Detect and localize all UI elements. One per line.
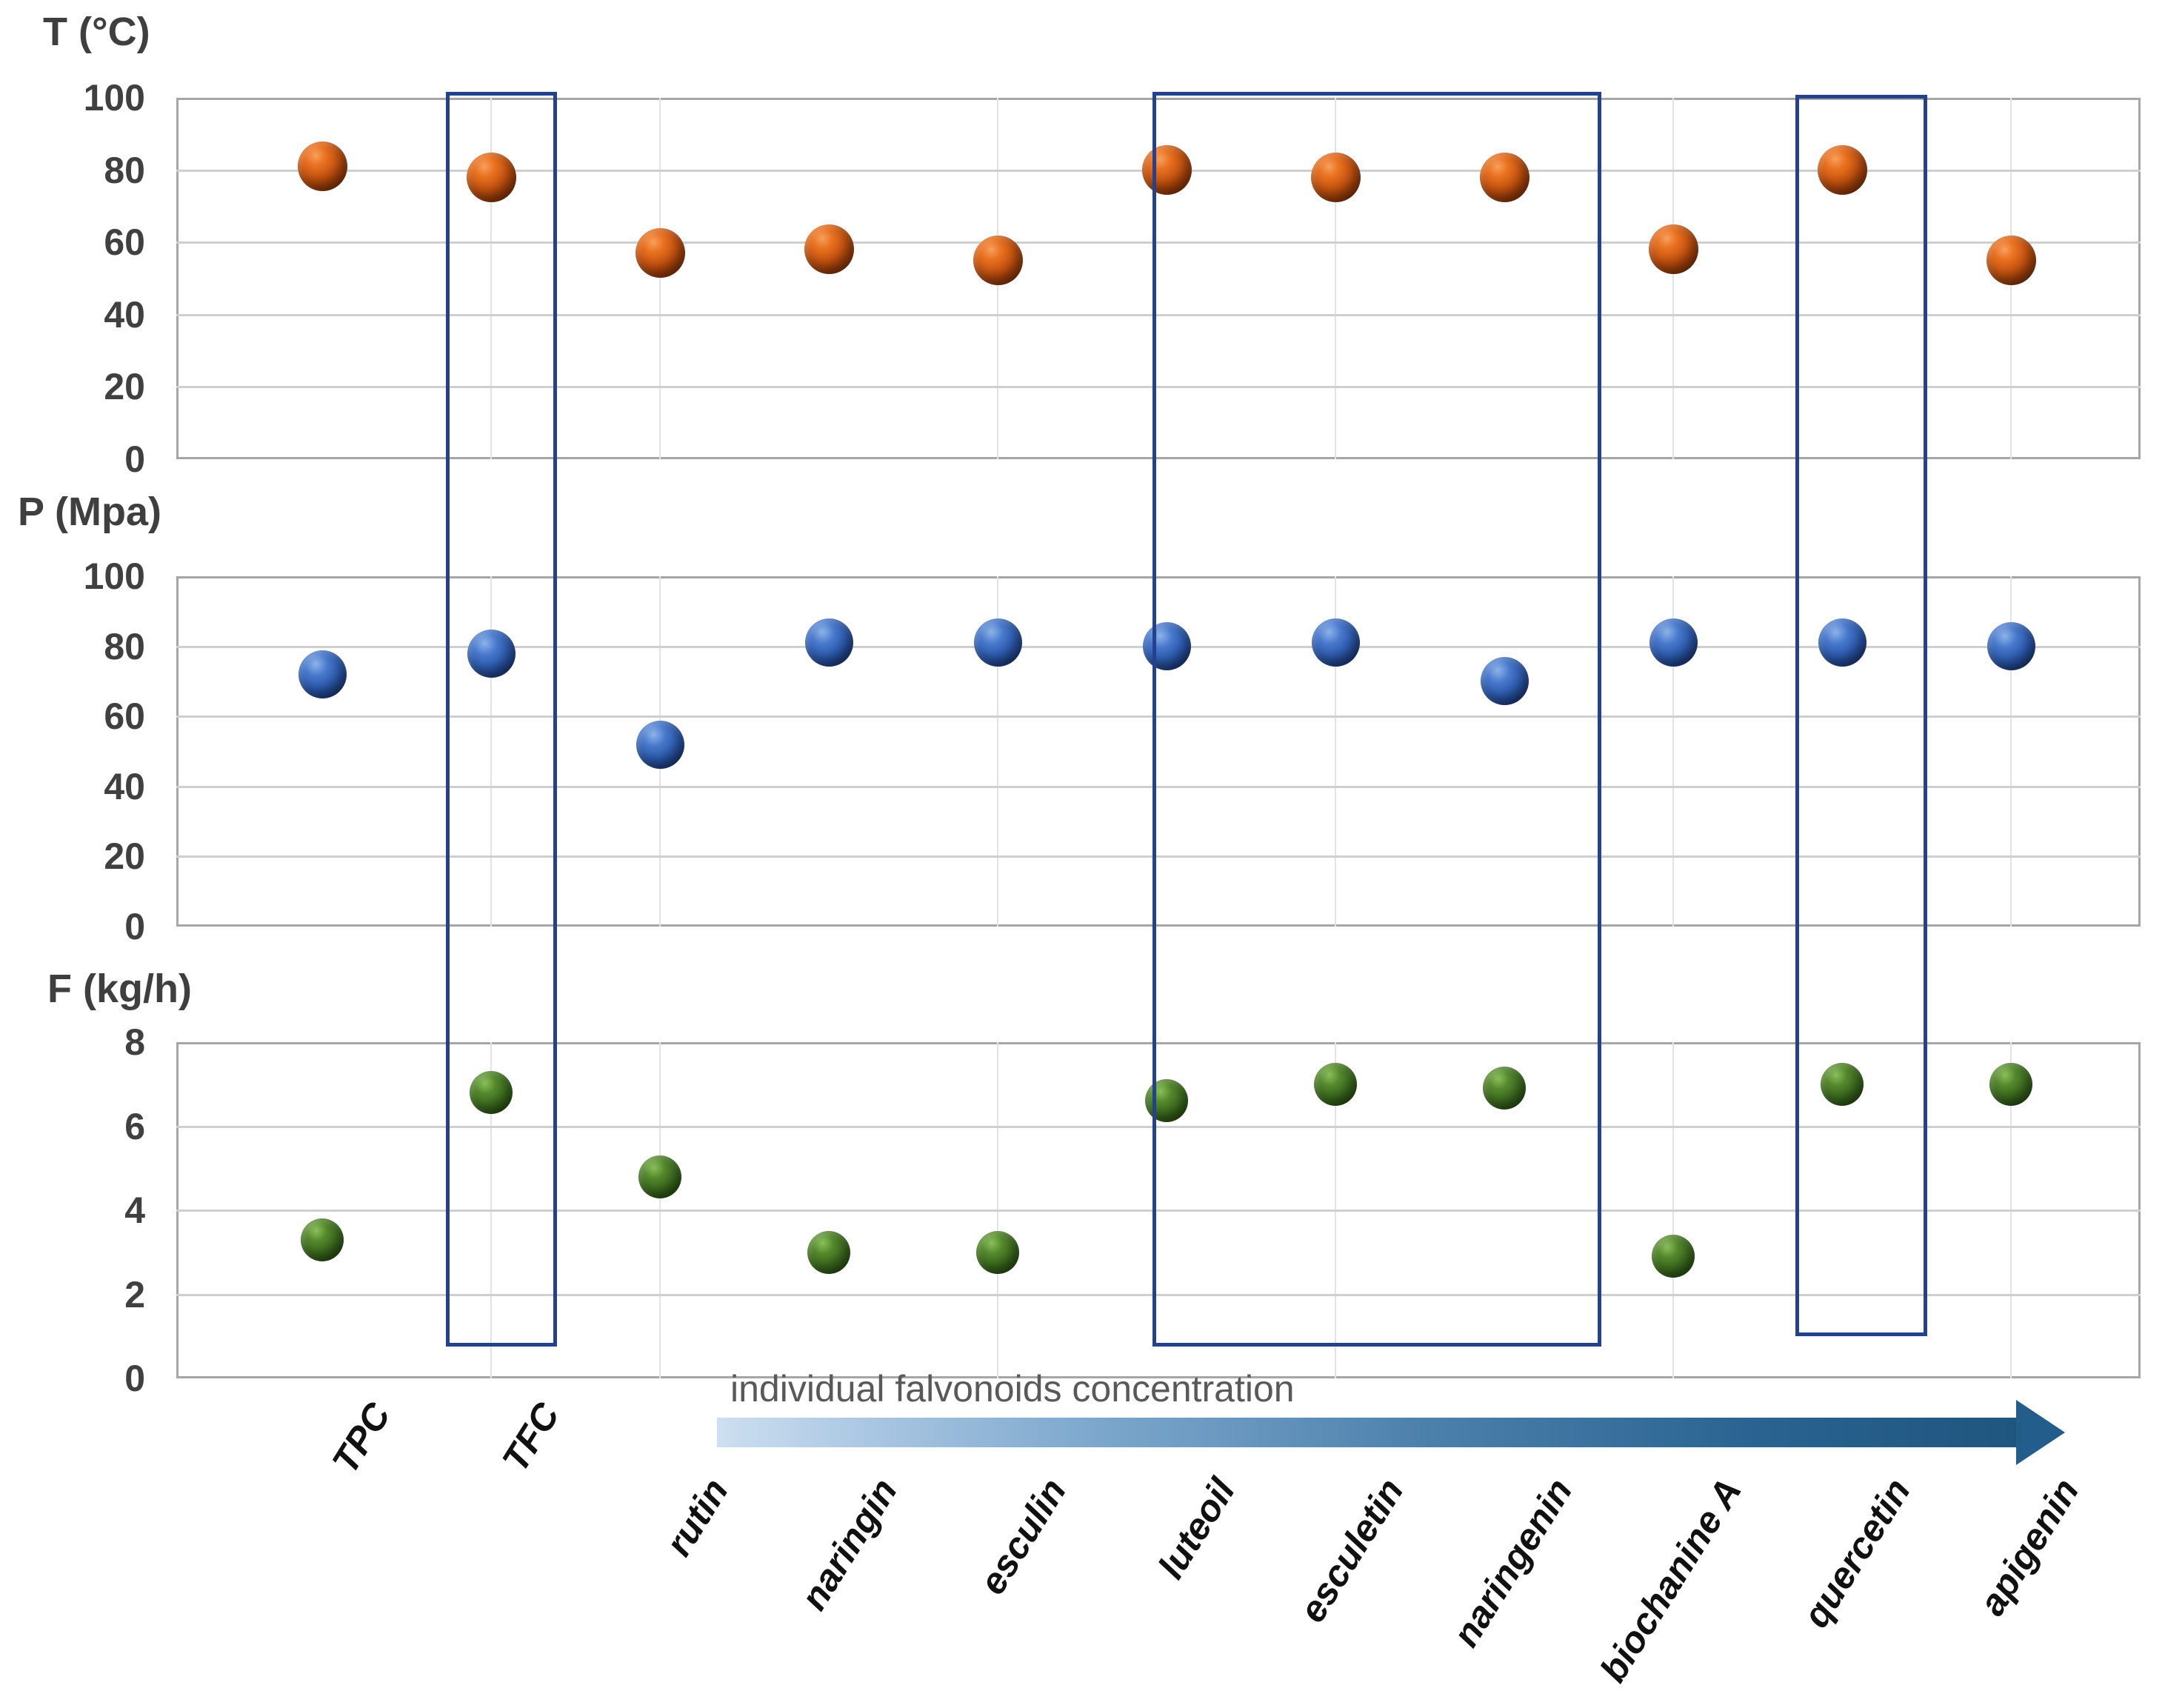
vertical-gridline [659,98,661,459]
marker-T-biochanine-A [1648,224,1698,275]
axis-title-P: P (Mpa) [18,490,162,534]
x-axis-label-naringin: naringin [792,1471,905,1618]
marker-T-esculetin [1310,152,1361,202]
marker-F-quercetin [1821,1062,1864,1106]
x-axis-label-TPC: TPC [324,1395,398,1481]
marker-F-apigenin [1989,1062,2032,1106]
highlight-box-luteoil-esculetin-naringenin [1152,92,1601,1347]
marker-P-biochanine-A [1649,618,1698,667]
vertical-gridline [1672,98,1674,459]
x-axis-label-TFC: TFC [493,1395,567,1479]
marker-T-esculin [973,236,1023,286]
marker-F-TFC [470,1071,513,1115]
marker-T-TPC [297,141,347,192]
y-tick-label-F: 6 [124,1105,145,1147]
marker-T-naringin [804,224,854,275]
vertical-gridline [2010,576,2012,927]
marker-T-naringenin [1479,152,1529,202]
vertical-gridline [1672,576,1674,927]
marker-P-naringenin [1480,657,1529,706]
marker-F-naringin [807,1230,850,1274]
highlight-box-TFC [446,92,557,1347]
highlight-box-quercetin [1795,95,1927,1336]
marker-F-biochanine-A [1652,1235,1695,1278]
y-tick-label-P: 60 [104,695,145,738]
horizontal-gridline [176,715,2141,718]
marker-P-naringin [804,618,853,667]
horizontal-gridline [176,241,2141,244]
vertical-gridline [490,98,492,459]
y-tick-label-T: 40 [104,293,145,336]
marker-P-TPC [298,650,347,698]
x-axis-label-naringenin: naringenin [1445,1471,1581,1654]
y-tick-label-T: 60 [104,221,145,264]
marker-F-luteoil [1145,1079,1188,1123]
concentration-arrow-head-icon [2016,1400,2065,1465]
horizontal-gridline [176,785,2141,788]
y-tick-label-T: 20 [104,366,145,408]
y-tick-label-T: 0 [124,438,145,480]
horizontal-gridline [176,1125,2141,1128]
y-tick-label-P: 20 [104,835,145,878]
marker-P-apigenin [1986,622,2035,671]
marker-F-naringenin [1483,1067,1526,1110]
marker-F-rutin [638,1155,681,1198]
vertical-gridline [1335,98,1336,459]
y-tick-label-T: 100 [83,77,145,119]
marker-P-esculetin [1311,618,1360,667]
y-tick-label-P: 100 [83,556,145,597]
x-axis-label-luteoil: luteoil [1150,1471,1243,1586]
vertical-gridline [1335,576,1336,927]
y-tick-label-P: 40 [104,765,145,807]
y-tick-label-P: 80 [104,625,145,667]
y-tick-label-T: 80 [104,149,145,191]
y-tick-label-F: 4 [124,1190,145,1231]
marker-T-apigenin [1986,236,2036,286]
vertical-gridline [490,576,492,927]
x-axis-label-esculin: esculin [971,1471,1074,1602]
marker-P-rutin [636,720,684,769]
marker-P-TFC [467,629,516,678]
marker-T-quercetin [1817,145,1867,196]
marker-F-esculin [976,1230,1019,1274]
x-axis-label-esculetin: esculetin [1291,1471,1412,1629]
x-axis-label-rutin: rutin [657,1471,736,1564]
marker-P-luteoil [1142,622,1191,671]
arrow-annotation-label: individual falvonoids concentration [730,1368,1295,1410]
y-tick-label-F: 0 [124,1358,145,1399]
concentration-arrow-shaft [717,1418,2016,1447]
horizontal-gridline [176,386,2141,389]
axis-title-F: F (kg/h) [47,967,192,1011]
marker-F-TPC [301,1218,344,1261]
marker-P-quercetin [1818,618,1867,667]
axis-title-T: T (°C) [43,10,150,54]
y-tick-label-F: 8 [124,1021,145,1063]
x-axis-label-quercetin: quercetin [1795,1471,1918,1635]
marker-T-TFC [466,152,516,202]
x-axis-label-biochanine-A: biochanine A [1592,1471,1749,1689]
marker-P-esculin [973,618,1022,667]
marker-T-rutin [635,228,685,278]
marker-T-luteoil [1141,145,1192,196]
y-tick-label-F: 2 [124,1273,145,1315]
x-axis-label-apigenin: apigenin [1971,1471,2087,1623]
horizontal-gridline [176,1293,2141,1296]
horizontal-gridline [176,1210,2141,1212]
marker-F-esculetin [1314,1062,1357,1106]
horizontal-gridline [176,855,2141,858]
y-tick-label-P: 0 [124,906,145,947]
vertical-gridline [997,576,998,927]
horizontal-gridline [176,313,2141,316]
